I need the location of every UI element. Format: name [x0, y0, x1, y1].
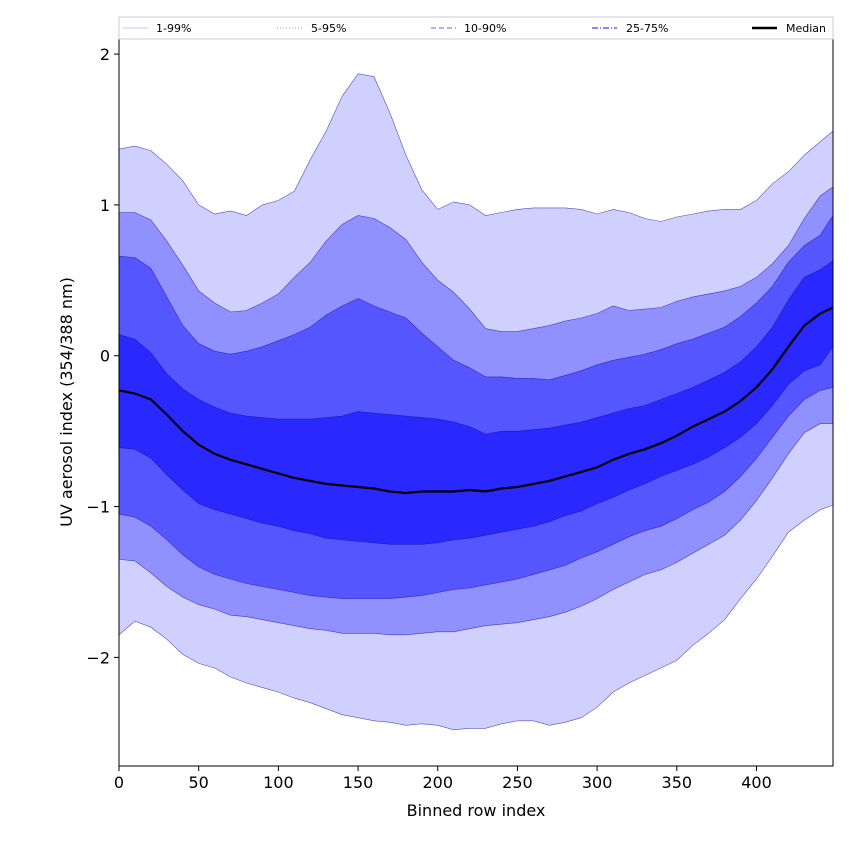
- legend-label: 25-75%: [626, 22, 668, 35]
- x-tick-label: 250: [502, 773, 533, 792]
- median-layer: [118, 306, 834, 495]
- x-axis-label: Binned row index: [407, 801, 546, 820]
- legend-label: 10-90%: [464, 22, 506, 35]
- y-tick-label: 2: [100, 45, 110, 64]
- legend-label: 1-99%: [156, 22, 191, 35]
- median-line: [118, 306, 834, 495]
- x-tick-label: 400: [741, 773, 772, 792]
- y-axis-label: UV aerosol index (354/388 nm): [57, 277, 76, 527]
- x-tick-label: 150: [343, 773, 374, 792]
- x-tick-label: 200: [422, 773, 453, 792]
- legend-label: 5-95%: [311, 22, 346, 35]
- x-tick-label: 350: [662, 773, 693, 792]
- x-tick-label: 0: [114, 773, 124, 792]
- bands-layer: [118, 73, 834, 731]
- x-tick-label: 100: [263, 773, 294, 792]
- legend-box: [118, 16, 834, 40]
- y-tick-label: −2: [86, 648, 110, 667]
- legend-items: 1-99% 5-95% 10-90% 25-75% Median: [123, 22, 826, 35]
- x-axis: 0 50 100 150 200 250 300 350 400: [114, 766, 772, 792]
- legend: 1-99% 5-95% 10-90% 25-75% Median: [118, 16, 834, 40]
- y-tick-label: −1: [86, 498, 110, 517]
- y-tick-label: 0: [100, 347, 110, 366]
- x-tick-label: 50: [189, 773, 209, 792]
- y-tick-label: 1: [100, 196, 110, 215]
- legend-label: Median: [786, 22, 826, 35]
- x-tick-label: 300: [582, 773, 613, 792]
- y-axis: −2 −1 0 1 2: [86, 45, 119, 667]
